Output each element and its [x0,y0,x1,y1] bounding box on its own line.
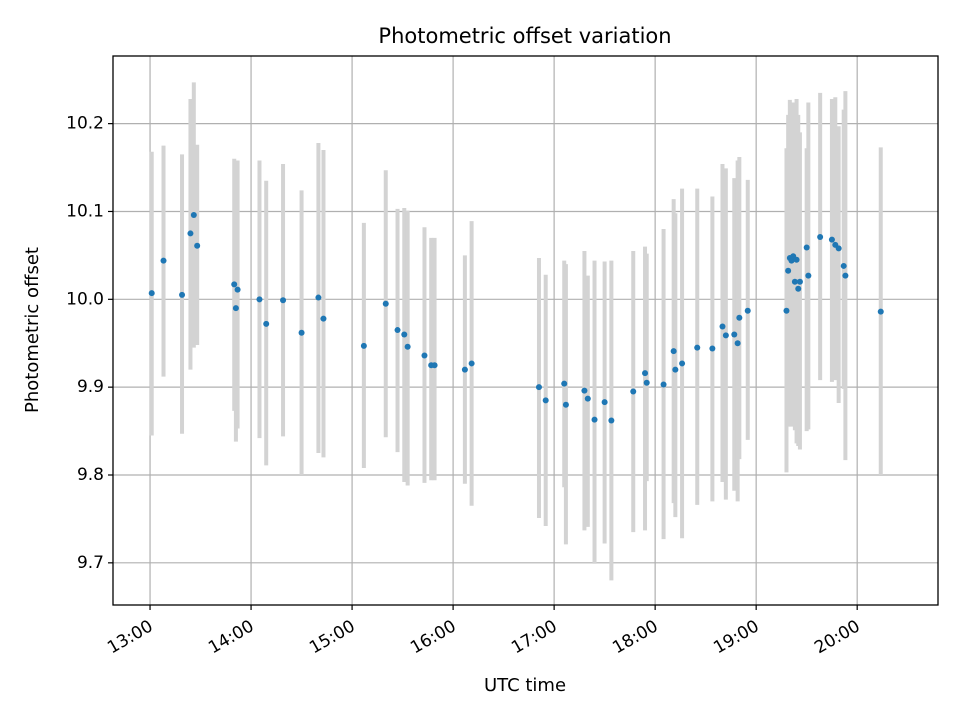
data-point [785,267,792,274]
data-point [744,307,751,314]
data-point [719,323,726,330]
y-tick-label: 9.7 [77,553,104,573]
y-tick-label: 9.9 [77,377,104,397]
data-point [642,370,649,377]
data-point [280,297,287,304]
data-point [630,388,637,395]
data-point [835,245,842,252]
data-point [709,345,716,352]
data-point [803,244,810,251]
chart-title: Photometric offset variation [378,24,671,48]
data-point [431,362,438,369]
data-point [783,307,790,314]
data-point [679,360,686,367]
data-point [194,242,201,249]
data-point [190,211,197,218]
y-axis-label: Photometric offset [22,247,43,413]
data-point [542,397,549,404]
y-tick-label: 10.2 [66,114,104,134]
data-point [643,379,650,386]
data-point [360,342,367,349]
data-point [731,331,738,338]
data-point [535,384,542,391]
data-point [828,236,835,243]
data-point [382,300,389,307]
data-point [591,416,598,423]
data-point [791,278,798,285]
y-tick-label: 9.8 [77,465,104,485]
data-point [734,340,741,347]
data-point [298,329,305,336]
x-axis-label: UTC time [484,675,566,696]
data-point [601,399,608,406]
y-tick-label: 10.0 [66,289,104,309]
data-point [232,305,239,312]
data-point [394,327,401,334]
data-point [584,395,591,402]
data-point [842,272,849,279]
data-point [805,272,812,279]
data-point [670,348,677,355]
data-point [179,291,186,298]
data-point [234,286,241,293]
data-point [160,257,167,264]
data-point [315,294,322,301]
y-tick-label: 10.1 [66,201,104,221]
data-point [672,366,679,373]
data-points [148,211,884,424]
data-point [581,387,588,394]
data-point [468,360,475,367]
data-point [148,290,155,297]
data-point [796,278,803,285]
data-point [401,331,408,338]
data-point [793,256,800,263]
data-point [722,332,729,339]
plot-frame [112,55,939,606]
data-point [795,285,802,292]
y-axis-ticks: 9.7 9.8 9.9 10.0 10.1 10.2 [66,114,113,573]
data-point [187,230,194,237]
data-point [608,417,615,424]
data-point [736,314,743,321]
data-point [421,352,428,359]
data-point [461,366,468,373]
data-point [263,320,270,327]
data-point [256,296,263,303]
data-point [840,262,847,269]
data-point [694,344,701,351]
data-point [817,233,824,240]
data-point [877,308,884,315]
data-point [320,315,327,322]
data-point [561,380,568,387]
data-point [562,401,569,408]
data-point [231,281,238,288]
data-point [660,381,667,388]
data-point [404,343,411,350]
